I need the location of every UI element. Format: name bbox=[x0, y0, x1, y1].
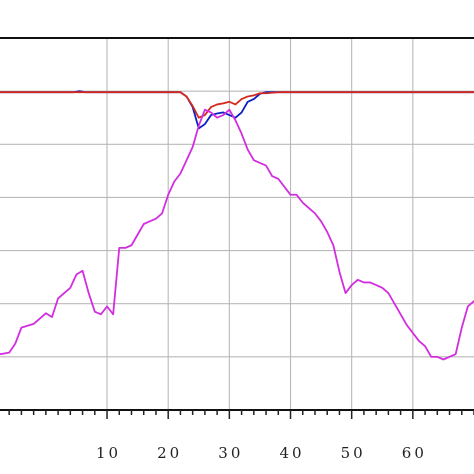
x-tick-label-20: 20 bbox=[157, 444, 182, 462]
series-line-3 bbox=[0, 108, 474, 361]
plot-area bbox=[0, 38, 474, 410]
series-lines bbox=[0, 90, 474, 361]
axes bbox=[0, 37, 474, 411]
x-tick-label-30: 30 bbox=[218, 444, 243, 462]
x-tick-label-50: 50 bbox=[341, 444, 366, 462]
x-tick-label-60: 60 bbox=[402, 444, 427, 462]
x-axis-ticks bbox=[8, 410, 474, 419]
series-line-2 bbox=[0, 91, 474, 119]
x-tick-label-10: 10 bbox=[96, 444, 121, 462]
x-tick-label-40: 40 bbox=[279, 444, 304, 462]
x-axis-tick-labels: 10 20 30 40 50 60 bbox=[96, 444, 427, 462]
